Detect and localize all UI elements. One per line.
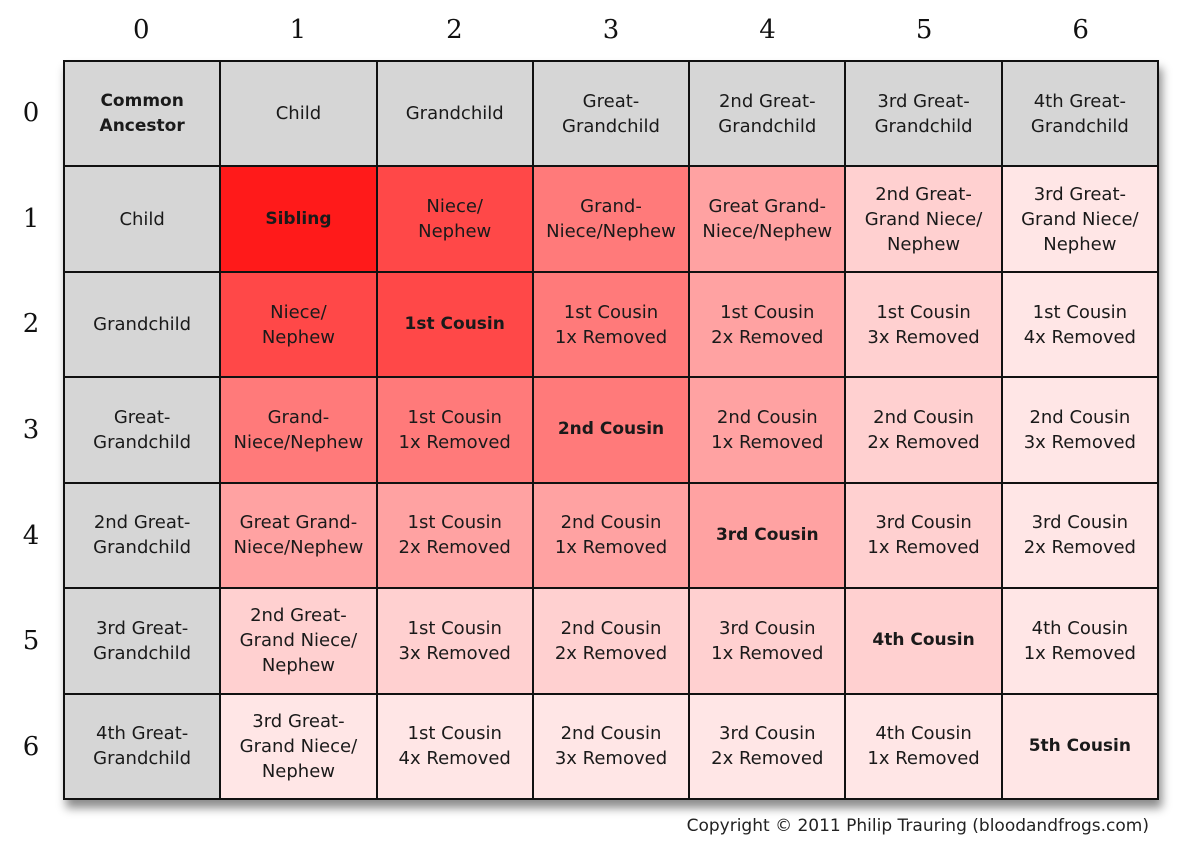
chart-cell-r3-c0: Great- Grandchild xyxy=(65,378,220,482)
chart-cell-r6-c4: 3rd Cousin 2x Removed xyxy=(690,694,845,798)
chart-cell-r2-c4: 1st Cousin 2x Removed xyxy=(690,272,845,377)
chart-cell-r1-c5: 2nd Great- Grand Niece/ Nephew xyxy=(846,167,1001,271)
chart-cell-r3-c2: 1st Cousin 1x Removed xyxy=(377,378,532,482)
column-index-5: 5 xyxy=(915,15,933,45)
chart-cell-r5-c5: 4th Cousin xyxy=(846,589,1001,693)
chart-cell-r3-c4: 2nd Cousin 1x Removed xyxy=(690,378,845,482)
chart-cell-r5-c0: 3rd Great- Grandchild xyxy=(65,589,220,693)
row-index-4: 4 xyxy=(22,520,40,551)
row-index-0: 0 xyxy=(22,97,40,128)
chart-cell-r6-c2: 1st Cousin 4x Removed xyxy=(377,694,532,798)
chart-cell-r6-c5: 4th Cousin 1x Removed xyxy=(846,694,1001,798)
copyright-notice: Copyright © 2011 Philip Trauring (blooda… xyxy=(686,816,1149,836)
chart-cell-r0-c6: 4th Great- Grandchild xyxy=(1002,62,1157,166)
chart-cell-r2-c1: Niece/ Nephew xyxy=(221,272,376,377)
chart-cell-r4-c2: 1st Cousin 2x Removed xyxy=(377,483,532,588)
chart-cell-r2-c2: 1st Cousin xyxy=(377,272,532,377)
chart-cell-r0-c3: Great- Grandchild xyxy=(533,62,689,166)
chart-cell-r1-c3: Grand- Niece/Nephew xyxy=(533,167,689,271)
chart-cell-r5-c6: 4th Cousin 1x Removed xyxy=(1002,589,1157,693)
chart-cell-r1-c1: Sibling xyxy=(221,167,376,271)
column-index-6: 6 xyxy=(1072,15,1089,45)
chart-cell-r3-c5: 2nd Cousin 2x Removed xyxy=(846,378,1001,482)
row-index-3: 3 xyxy=(22,414,40,445)
chart-cell-r4-c0: 2nd Great- Grandchild xyxy=(65,483,220,588)
chart-cell-r4-c5: 3rd Cousin 1x Removed xyxy=(846,483,1001,588)
chart-cell-r6-c6: 5th Cousin xyxy=(1002,694,1157,798)
chart-cell-r4-c1: Great Grand- Niece/Nephew xyxy=(221,483,376,588)
chart-cell-r6-c1: 3rd Great- Grand Niece/ Nephew xyxy=(221,694,376,798)
chart-cell-r1-c4: Great Grand- Niece/Nephew xyxy=(690,167,845,271)
chart-cell-r3-c1: Grand- Niece/Nephew xyxy=(221,378,376,482)
relationship-chart-grid: Common Ancestor Child Grandchild Great- Gra… xyxy=(63,60,1159,800)
chart-cell-r5-c1: 2nd Great- Grand Niece/ Nephew xyxy=(221,589,376,693)
chart-cell-r0-c5: 3rd Great- Grandchild xyxy=(846,62,1001,166)
chart-cell-r4-c4: 3rd Cousin xyxy=(690,483,845,588)
chart-cell-r6-c0: 4th Great- Grandchild xyxy=(65,694,220,798)
chart-cell-r0-c1: Child xyxy=(221,62,376,166)
chart-cell-r2-c3: 1st Cousin 1x Removed xyxy=(533,272,689,377)
chart-cell-r0-c2: Grandchild xyxy=(377,62,532,166)
column-index-0: 0 xyxy=(133,15,150,45)
chart-cell-r0-c0: Common Ancestor xyxy=(65,62,220,166)
chart-cell-r5-c2: 1st Cousin 3x Removed xyxy=(377,589,532,693)
chart-cell-r1-c0: Child xyxy=(65,167,220,271)
chart-cell-r1-c2: Niece/ Nephew xyxy=(377,167,532,271)
chart-cell-r4-c6: 3rd Cousin 2x Removed xyxy=(1002,483,1157,588)
chart-cell-r3-c3: 2nd Cousin xyxy=(533,378,689,482)
chart-cell-r2-c6: 1st Cousin 4x Removed xyxy=(1002,272,1157,377)
column-index-4: 4 xyxy=(759,15,776,45)
chart-cell-r5-c4: 3rd Cousin 1x Removed xyxy=(690,589,845,693)
chart-cell-r3-c6: 2nd Cousin 3x Removed xyxy=(1002,378,1157,482)
column-index-3: 3 xyxy=(602,15,620,45)
chart-cell-r5-c3: 2nd Cousin 2x Removed xyxy=(533,589,689,693)
row-index-2: 2 xyxy=(22,309,40,340)
chart-cell-r2-c0: Grandchild xyxy=(65,272,220,377)
chart-cell-r4-c3: 2nd Cousin 1x Removed xyxy=(533,483,689,588)
chart-cell-r6-c3: 2nd Cousin 3x Removed xyxy=(533,694,689,798)
row-index-1: 1 xyxy=(22,203,40,234)
chart-cell-r0-c4: 2nd Great- Grandchild xyxy=(690,62,845,166)
chart-cell-r2-c5: 1st Cousin 3x Removed xyxy=(846,272,1001,377)
chart-cell-r1-c6: 3rd Great- Grand Niece/ Nephew xyxy=(1002,167,1157,271)
column-index-2: 2 xyxy=(446,15,463,45)
row-index-6: 6 xyxy=(22,732,40,763)
row-index-5: 5 xyxy=(22,626,40,657)
column-index-1: 1 xyxy=(289,15,307,45)
